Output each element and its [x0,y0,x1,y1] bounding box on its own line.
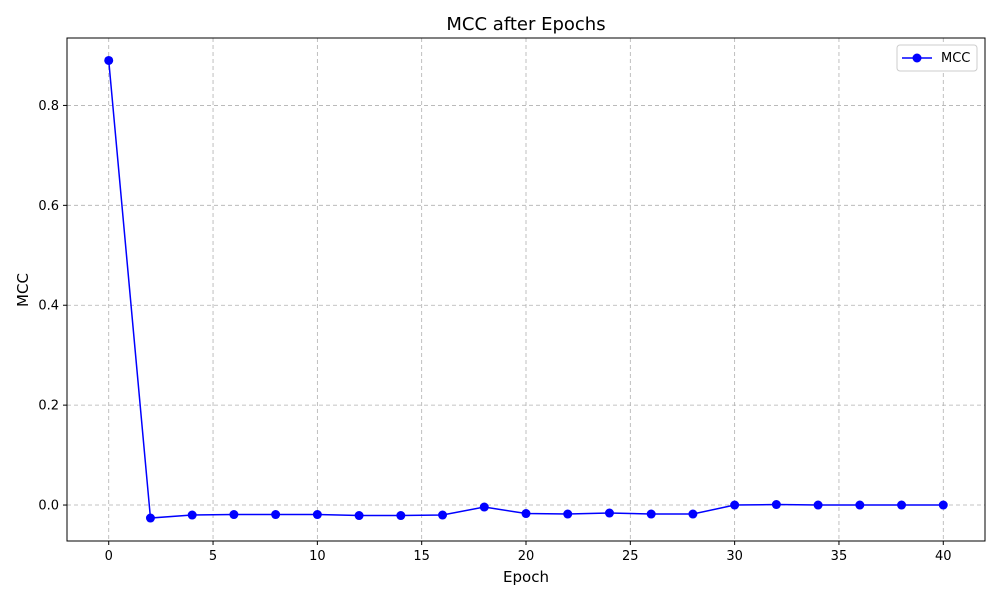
x-tick-label: 20 [518,549,535,564]
data-point [897,500,907,510]
series-layer [104,55,948,523]
data-point [104,55,114,65]
data-point [563,509,573,519]
data-point [438,510,448,520]
legend-box [896,44,978,72]
legend-marker-mcc [912,53,922,63]
data-point [229,510,239,520]
data-point [855,500,865,510]
x-tick-label: 30 [726,549,743,564]
legend-label-mcc: MCC [941,51,970,66]
data-point [938,500,948,510]
y-tick-label: 0.2 [38,399,59,414]
data-point [646,509,656,519]
y-tick-label: 0.6 [38,199,59,214]
data-point [813,500,823,510]
data-point [521,509,531,519]
x-axis-title: Epoch [503,568,549,586]
y-tick-label: 0.8 [38,99,59,114]
x-tick-label: 40 [935,549,952,564]
chart-title: MCC after Epochs [446,14,605,35]
data-point [271,510,281,520]
data-point [688,509,698,519]
data-point [312,510,322,520]
data-point [396,511,406,521]
x-tick-label: 5 [209,549,217,564]
x-tick-label: 25 [622,549,639,564]
axis-ticks: 0 5 10 15 20 25 30 35 40 0.0 0.2 0.4 0.6 0.8 [38,99,951,564]
data-point [604,508,614,518]
y-tick-label: 0.0 [38,499,59,514]
data-point [187,510,197,520]
legend: MCC [896,44,978,72]
data-point [479,502,489,512]
data-point [145,513,155,523]
x-tick-label: 15 [413,549,430,564]
y-axis-title: MCC [14,273,32,307]
y-tick-label: 0.4 [38,299,59,314]
x-tick-label: 35 [831,549,848,564]
data-point [771,500,781,510]
x-tick-label: 10 [309,549,326,564]
x-tick-label: 0 [105,549,113,564]
data-point [730,500,740,510]
data-point [354,511,364,521]
